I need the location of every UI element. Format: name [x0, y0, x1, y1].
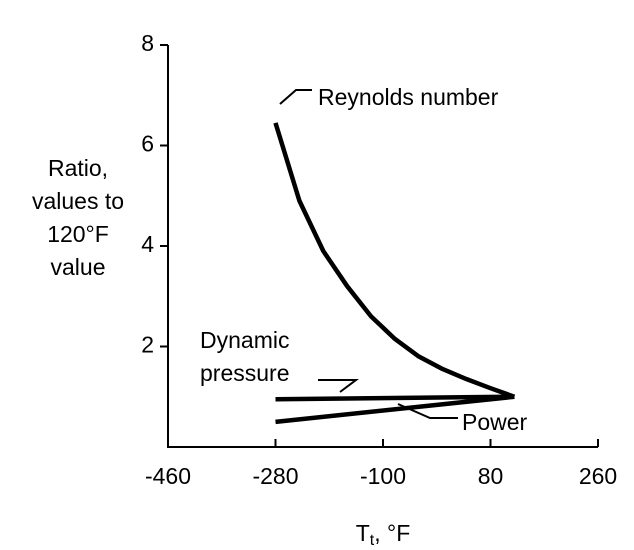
y-tick-label: 2: [141, 332, 154, 358]
series-label: Dynamic pressure: [200, 327, 290, 386]
series-line: [275, 394, 515, 402]
y-label: Ratio, values to 120°F value: [32, 155, 124, 280]
x-label-main: T: [356, 520, 370, 546]
x-tick-label: -100: [360, 463, 406, 489]
series-label-box: Dynamic pressure: [200, 327, 290, 386]
y-label-line: values to: [32, 188, 124, 214]
x-tick-label: 260: [579, 463, 617, 489]
y-tick-label: 6: [141, 131, 154, 157]
y-tick-label: 4: [141, 231, 154, 257]
y-label-line: value: [51, 254, 106, 280]
y-tick-label: 8: [141, 30, 154, 56]
x-tick-label: 80: [478, 463, 504, 489]
series-line: [273, 122, 516, 399]
series-label: Power: [462, 409, 528, 435]
x-label-rest: , °F: [374, 520, 410, 546]
series-label: Reynolds number: [318, 84, 499, 110]
x-tick-label: -280: [252, 463, 298, 489]
x-label: Tt, °F: [356, 520, 411, 549]
leader-reynolds: [279, 89, 312, 105]
series-line: [275, 394, 515, 425]
y-label-line: 120°F: [47, 221, 109, 247]
x-tick-label: -460: [145, 463, 191, 489]
leader-dynamic: [318, 379, 359, 393]
x-label-sub: t: [370, 532, 375, 549]
y-label-line: Ratio,: [48, 155, 108, 181]
